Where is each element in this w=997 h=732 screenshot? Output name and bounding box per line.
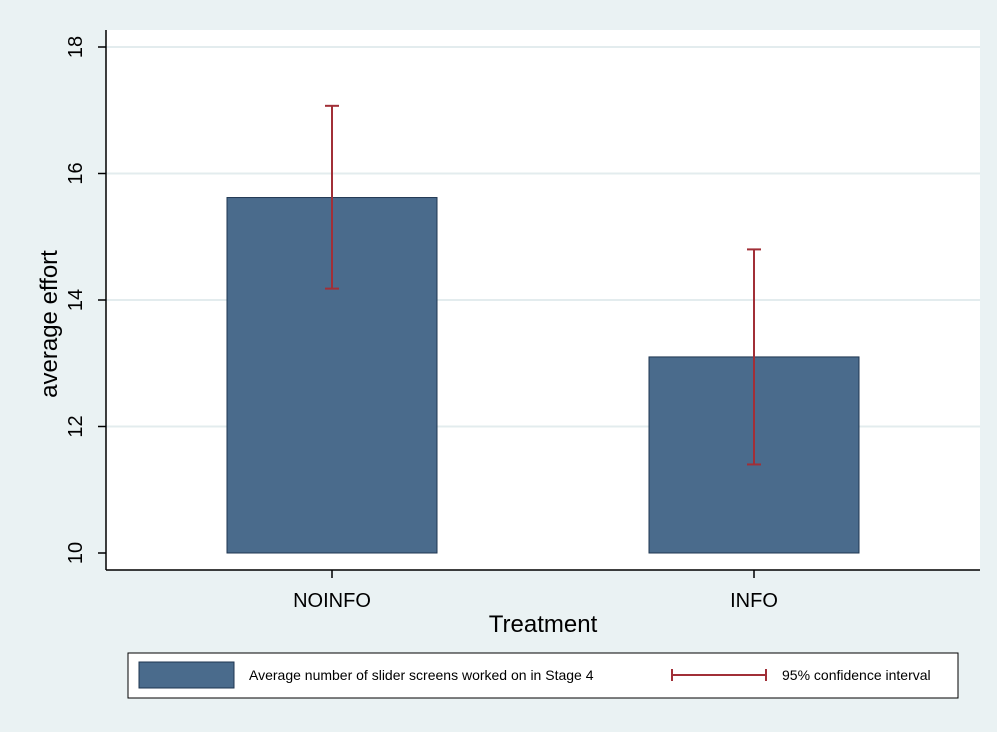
ci-noinfo bbox=[325, 104, 339, 290]
confidence-intervals bbox=[325, 104, 761, 466]
legend-label-bar: Average number of slider screens worked … bbox=[249, 667, 594, 683]
y-tick-label: 18 bbox=[65, 36, 87, 58]
legend-label-ci: 95% confidence interval bbox=[782, 667, 931, 683]
ci-info bbox=[747, 248, 761, 466]
x-tick-label-info: INFO bbox=[730, 590, 778, 612]
y-tick-label: 16 bbox=[65, 162, 87, 184]
legend-swatch-bar bbox=[138, 661, 235, 689]
y-tick-label: 12 bbox=[65, 415, 87, 437]
legend: Average number of slider screens worked … bbox=[127, 652, 959, 699]
x-axis-title: Treatment bbox=[489, 611, 598, 638]
legend-box bbox=[127, 652, 959, 699]
axes: 10 12 14 16 18 NOINFO INFO bbox=[65, 30, 980, 612]
y-axis-title: average effort bbox=[36, 250, 63, 398]
legend-swatch-ci bbox=[671, 669, 767, 681]
y-tick-label: 10 bbox=[65, 542, 87, 564]
x-tick-label-noinfo: NOINFO bbox=[293, 590, 371, 612]
y-tick-label: 14 bbox=[65, 289, 87, 311]
